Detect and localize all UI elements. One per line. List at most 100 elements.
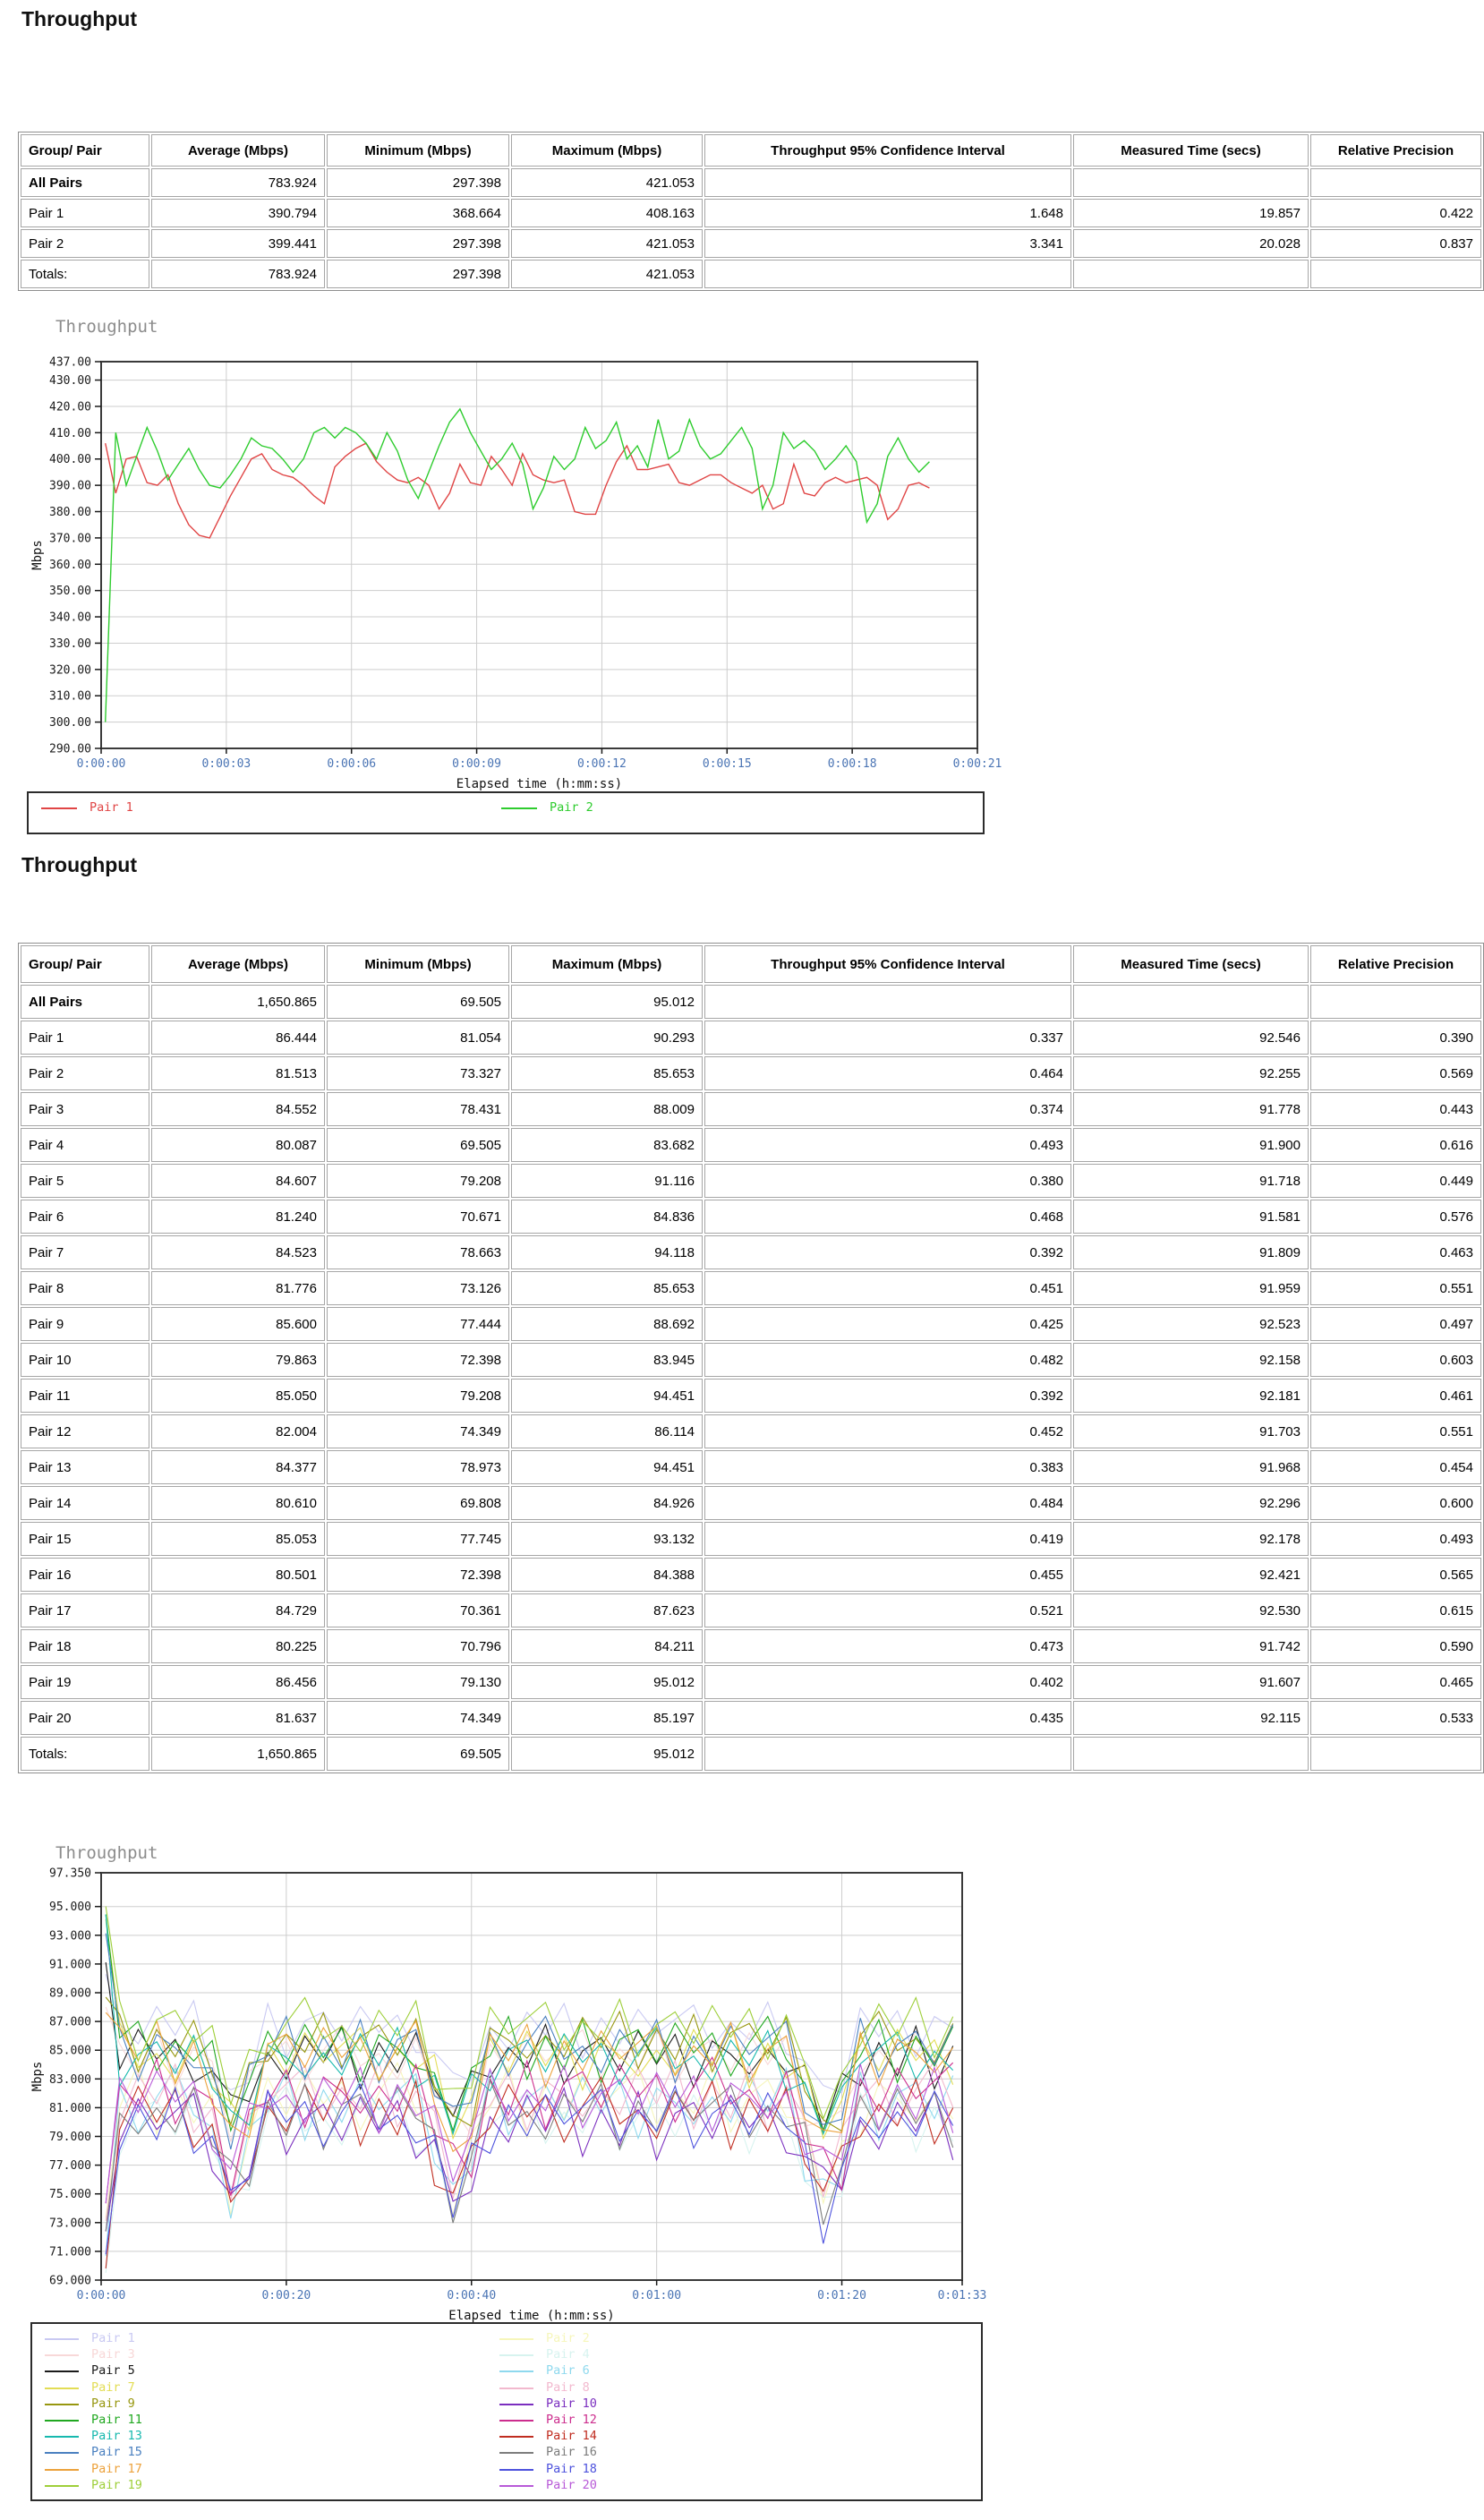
y-tick-label: 89.000 bbox=[49, 1987, 91, 2001]
legend-line-swatch bbox=[499, 2387, 533, 2389]
table-row: Pair 20 81.637 74.349 85.197 0.435 92.115 0.53… bbox=[21, 1701, 1481, 1735]
cell-value: 0.615 bbox=[1310, 1593, 1481, 1627]
cell-value: 0.569 bbox=[1310, 1056, 1481, 1090]
table-row: All Pairs 783.924 297.398 421.053 bbox=[21, 168, 1481, 197]
cell-value: 0.449 bbox=[1310, 1164, 1481, 1198]
row-label: Pair 7 bbox=[21, 1235, 149, 1269]
cell-value: 81.776 bbox=[151, 1271, 325, 1305]
cell-value: 81.513 bbox=[151, 1056, 325, 1090]
row-label: Pair 18 bbox=[21, 1629, 149, 1663]
column-header: Throughput 95% Confidence Interval bbox=[704, 945, 1071, 983]
legend-line-swatch bbox=[499, 2452, 533, 2455]
cell-value: 82.004 bbox=[151, 1414, 325, 1448]
cell-value bbox=[704, 168, 1071, 197]
legend-label: Pair 4 bbox=[546, 2347, 590, 2362]
series-line-pair-16 bbox=[105, 2079, 954, 2232]
cell-value: 86.444 bbox=[151, 1021, 325, 1055]
x-tick-label: 0:00:12 bbox=[577, 757, 627, 771]
cell-value: 74.349 bbox=[327, 1414, 509, 1448]
y-tick-label: 360.00 bbox=[49, 559, 91, 572]
throughput-summary-table-1: Group/ Pair Average (Mbps) Minimum (Mbps) M… bbox=[18, 132, 1484, 291]
legend-label: Pair 2 bbox=[550, 800, 593, 815]
y-tick-label: 79.000 bbox=[49, 2131, 91, 2144]
y-tick-label: 350.00 bbox=[49, 585, 91, 598]
cell-value: 70.361 bbox=[327, 1593, 509, 1627]
series-line-pair-19 bbox=[105, 1906, 954, 2121]
cell-value: 84.607 bbox=[151, 1164, 325, 1198]
cell-value: 0.425 bbox=[704, 1307, 1071, 1341]
cell-value: 84.926 bbox=[511, 1486, 703, 1520]
cell-value: 72.398 bbox=[327, 1343, 509, 1377]
cell-value: 91.116 bbox=[511, 1164, 703, 1198]
cell-value bbox=[1310, 260, 1481, 288]
y-tick-label: 420.00 bbox=[49, 400, 91, 414]
row-label: Pair 4 bbox=[21, 1128, 149, 1162]
y-tick-label: 410.00 bbox=[49, 427, 91, 440]
y-tick-label: 370.00 bbox=[49, 532, 91, 545]
cell-value: 81.054 bbox=[327, 1021, 509, 1055]
table-row: All Pairs 1,650.865 69.505 95.012 bbox=[21, 985, 1481, 1019]
column-header: Minimum (Mbps) bbox=[327, 945, 509, 983]
cell-value: 94.451 bbox=[511, 1450, 703, 1484]
cell-value: 72.398 bbox=[327, 1558, 509, 1592]
row-label: Pair 19 bbox=[21, 1665, 149, 1699]
column-header: Measured Time (secs) bbox=[1073, 945, 1309, 983]
cell-value: 94.451 bbox=[511, 1379, 703, 1413]
cell-value: 86.114 bbox=[511, 1414, 703, 1448]
legend-label: Pair 1 bbox=[91, 2331, 135, 2345]
legend-label: Pair 3 bbox=[91, 2347, 135, 2362]
row-label: Pair 15 bbox=[21, 1522, 149, 1556]
cell-value: 91.607 bbox=[1073, 1665, 1309, 1699]
cell-value bbox=[704, 260, 1071, 288]
y-tick-label: 330.00 bbox=[49, 637, 91, 651]
cell-value bbox=[1073, 260, 1309, 288]
cell-value: 84.729 bbox=[151, 1593, 325, 1627]
throughput-summary-table-2: Group/ Pair Average (Mbps) Minimum (Mbps) M… bbox=[18, 943, 1484, 1773]
cell-value: 92.530 bbox=[1073, 1593, 1309, 1627]
table-row: Pair 6 81.240 70.671 84.836 0.468 91.581 0.576 bbox=[21, 1200, 1481, 1234]
cell-value: 91.809 bbox=[1073, 1235, 1309, 1269]
cell-value bbox=[1310, 168, 1481, 197]
cell-value: 0.463 bbox=[1310, 1235, 1481, 1269]
table-row: Pair 16 80.501 72.398 84.388 0.455 92.421 0.56… bbox=[21, 1558, 1481, 1592]
y-tick-label: 91.000 bbox=[49, 1958, 91, 1971]
cell-value: 81.240 bbox=[151, 1200, 325, 1234]
plot-border bbox=[100, 361, 978, 749]
y-tick-label: 430.00 bbox=[49, 374, 91, 388]
legend-line-swatch bbox=[41, 807, 77, 809]
cell-value: 92.181 bbox=[1073, 1379, 1309, 1413]
cell-value: 0.455 bbox=[704, 1558, 1071, 1592]
cell-value: 0.533 bbox=[1310, 1701, 1481, 1735]
y-tick-label: 300.00 bbox=[49, 716, 91, 730]
section1-heading: Throughput bbox=[21, 7, 138, 30]
cell-value: 368.664 bbox=[327, 199, 509, 227]
cell-value bbox=[704, 1737, 1071, 1771]
legend-label: Pair 2 bbox=[546, 2331, 590, 2345]
cell-value: 84.211 bbox=[511, 1629, 703, 1663]
cell-value: 91.959 bbox=[1073, 1271, 1309, 1305]
cell-value bbox=[1073, 168, 1309, 197]
column-header: Measured Time (secs) bbox=[1073, 134, 1309, 167]
cell-value: 0.419 bbox=[704, 1522, 1071, 1556]
table-row: Pair 5 84.607 79.208 91.116 0.380 91.718 0.449 bbox=[21, 1164, 1481, 1198]
cell-value: 95.012 bbox=[511, 1737, 703, 1771]
legend-line-swatch bbox=[45, 2403, 79, 2405]
legend-line-swatch bbox=[499, 2338, 533, 2340]
table-row: Pair 7 84.523 78.663 94.118 0.392 91.809 0.463 bbox=[21, 1235, 1481, 1269]
legend-label: Pair 19 bbox=[91, 2477, 142, 2492]
legend-line-swatch bbox=[499, 2436, 533, 2439]
row-label: Totals: bbox=[21, 1737, 149, 1771]
table-row: Pair 8 81.776 73.126 85.653 0.451 91.959 0.551 bbox=[21, 1271, 1481, 1305]
cell-value: 80.610 bbox=[151, 1486, 325, 1520]
table-row: Pair 12 82.004 74.349 86.114 0.452 91.703 0.55… bbox=[21, 1414, 1481, 1448]
throughput-chart-1: 437.00 430.00 420.00 410.00 400.00 390.00 380.… bbox=[30, 356, 1002, 792]
cell-value: 297.398 bbox=[327, 168, 509, 197]
cell-value: 95.012 bbox=[511, 1665, 703, 1699]
legend-line-swatch bbox=[45, 2452, 79, 2455]
y-tick-label: 81.000 bbox=[49, 2102, 91, 2115]
legend-line-swatch bbox=[45, 2468, 79, 2471]
legend-label: Pair 8 bbox=[546, 2379, 590, 2395]
y-tick-label: 93.000 bbox=[49, 1929, 91, 1943]
x-tick-label: 0:01:00 bbox=[632, 2289, 681, 2302]
legend-label: Pair 1 bbox=[90, 800, 133, 815]
